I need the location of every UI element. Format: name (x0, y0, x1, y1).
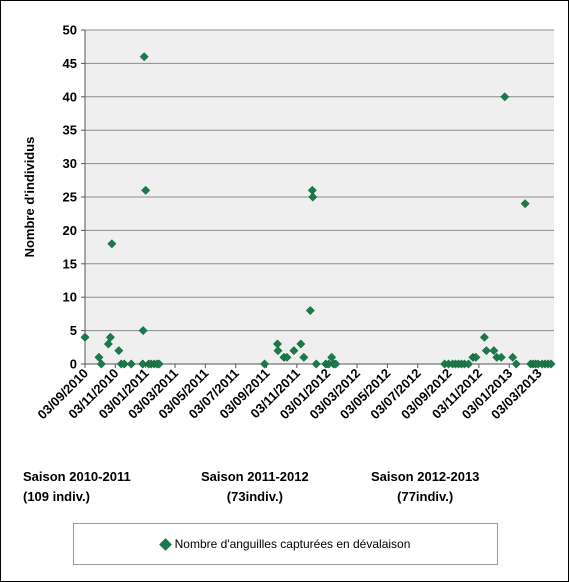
data-point-diamond (273, 346, 283, 356)
data-point-diamond (546, 359, 556, 369)
data-point-diamond (305, 306, 315, 316)
season-annotation-2: Saison 2011-2012 (73indiv.) (201, 467, 309, 507)
data-point-diamond (138, 359, 148, 369)
data-point-diamond (520, 199, 530, 209)
data-point-diamond (508, 352, 518, 362)
data-point-diamond (471, 352, 481, 362)
season-annotation-3: Saison 2012-2013 (77indiv.) (371, 467, 479, 507)
data-point-diamond (105, 332, 115, 342)
y-axis-label: Nombre d'individus (22, 137, 37, 258)
y-tick-label: 35 (63, 123, 77, 138)
data-point-diamond (114, 346, 124, 356)
y-tick-label: 30 (63, 156, 77, 171)
data-point-diamond (331, 359, 341, 369)
data-point-diamond (511, 359, 521, 369)
data-point-diamond (103, 339, 113, 349)
data-point-diamond (282, 352, 292, 362)
y-tick-label: 45 (63, 56, 77, 71)
data-point-diamond (141, 185, 151, 195)
season-count: (73indiv.) (226, 489, 283, 504)
y-tick-label: 20 (63, 223, 77, 238)
y-tick-label: 0 (70, 357, 77, 372)
season-count: (77indiv.) (397, 489, 454, 504)
data-point-diamond (308, 192, 318, 202)
data-point-diamond (96, 359, 106, 369)
data-point-diamond (299, 352, 309, 362)
season-annotation-1: Saison 2010-2011 (109 indiv.) (23, 467, 131, 507)
data-point-diamond (126, 359, 136, 369)
data-point-diamond (496, 352, 506, 362)
y-tick-label: 5 (70, 323, 77, 338)
data-point-diamond (481, 346, 491, 356)
data-point-diamond (500, 92, 510, 102)
data-point-diamond (80, 332, 90, 342)
legend-label: Nombre d'anguilles capturées en dévalais… (174, 537, 411, 551)
data-point-diamond (154, 359, 164, 369)
data-point-diamond (94, 352, 104, 362)
data-point-diamond (311, 359, 321, 369)
y-tick-label: 50 (63, 23, 77, 38)
y-tick-label: 40 (63, 89, 77, 104)
data-point-diamond (139, 52, 149, 62)
y-tick-labels: 0 5 10 15 20 25 30 35 40 45 50 (63, 23, 77, 372)
season-title: Saison 2010-2011 (23, 469, 131, 484)
y-tick-label: 15 (63, 256, 77, 271)
data-point-diamond (119, 359, 129, 369)
season-title: Saison 2011-2012 (201, 469, 309, 484)
data-point-diamond (138, 326, 148, 336)
data-point-diamond (296, 339, 306, 349)
scatter-chart: 0 5 10 15 20 25 30 35 40 45 50 03/09/201003/11/201… (22, 23, 556, 422)
gridlines (81, 29, 554, 365)
legend: Nombre d'anguilles capturées en dévalais… (73, 523, 498, 565)
data-point-diamond (463, 359, 474, 369)
data-point-diamond (489, 346, 499, 356)
data-point-diamond (289, 346, 299, 356)
data-point-diamond (107, 239, 117, 249)
data-points (80, 52, 556, 369)
y-tick-label: 10 (63, 290, 77, 305)
x-tick-labels: 03/09/201003/11/201003/01/201103/03/2011… (34, 364, 545, 422)
data-point-diamond (479, 332, 489, 342)
season-count: (109 indiv.) (23, 489, 90, 504)
y-tick-label: 25 (63, 190, 77, 205)
season-title: Saison 2012-2013 (371, 469, 480, 484)
legend-marker-diamond-icon (158, 537, 172, 551)
data-point-diamond (259, 359, 270, 369)
